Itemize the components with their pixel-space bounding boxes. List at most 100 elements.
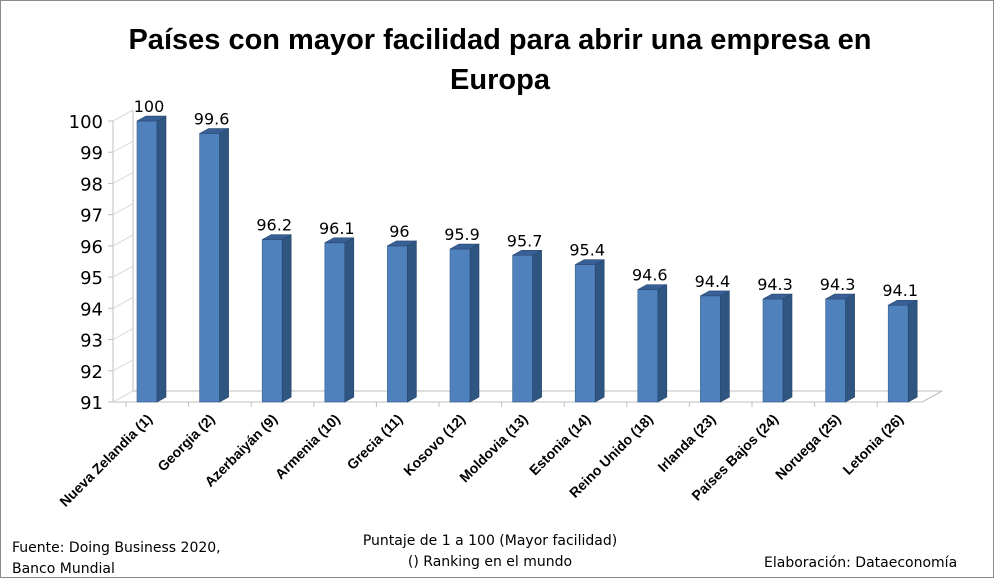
bar-front: [887, 304, 909, 403]
bar-top: [262, 234, 292, 240]
bar: [825, 293, 855, 403]
bar-side: [156, 115, 167, 403]
category-label: Grecia (11): [344, 411, 406, 473]
bar-top: [199, 128, 229, 134]
bar: [387, 240, 417, 403]
category-label: Armenia (10): [272, 411, 343, 482]
bar-front: [324, 242, 346, 403]
category-label: Letonia (26): [839, 411, 906, 478]
bar-top: [136, 115, 167, 122]
category-label: Nueva Zelandia (1): [56, 411, 155, 510]
y-tick-label: 91: [80, 393, 103, 414]
value-label: 94.1: [882, 281, 918, 300]
category-label: Irlanda (23): [654, 411, 718, 475]
bar-side: [845, 293, 855, 403]
y-tick-label: 93: [80, 331, 103, 352]
y-depth-tick: [112, 140, 134, 153]
y-depth-tick: [112, 296, 134, 309]
y-tick-label: 92: [80, 362, 103, 383]
bar: [261, 234, 292, 403]
bar-side: [344, 237, 355, 403]
bar-front: [199, 133, 220, 403]
floor-right-edge: [921, 390, 943, 403]
y-depth-tick: [112, 234, 134, 247]
bar-front: [261, 239, 283, 403]
bar: [324, 237, 355, 403]
value-label: 94.3: [757, 275, 793, 294]
bar-top: [575, 259, 605, 265]
bar-top: [449, 243, 480, 250]
category-label: Estonia (14): [526, 411, 593, 478]
value-label: 96: [389, 222, 409, 241]
y-tick-label: 95: [80, 268, 103, 289]
source-line-1: Fuente: Doing Business 2020,: [12, 540, 221, 556]
source-line-2: Banco Mundial: [12, 561, 115, 577]
bar-front: [449, 248, 471, 403]
y-depth-tick: [112, 328, 134, 340]
value-label: 94.6: [632, 266, 668, 285]
bar-front: [762, 298, 784, 403]
bar-side: [407, 240, 417, 403]
value-label: 100: [134, 97, 165, 116]
chart-title: Países con mayor facilidad para abrir un…: [128, 24, 872, 96]
bar-side: [720, 290, 730, 403]
bar-side: [782, 293, 793, 403]
x-axis-note: () Ranking en el mundo: [407, 554, 573, 570]
bar-front: [637, 289, 659, 403]
bar-front: [700, 295, 721, 403]
bar: [887, 299, 918, 403]
bar-top: [324, 237, 354, 244]
bar-side: [907, 299, 918, 403]
bar: [136, 115, 167, 403]
category-label: Noruega (25): [772, 411, 844, 483]
bar-side: [657, 284, 668, 403]
x-axis-caption: Puntaje de 1 a 100 (Mayor facilidad) () …: [290, 531, 690, 573]
bar-side: [594, 259, 605, 403]
y-depth-tick: [112, 109, 134, 122]
bar: [762, 293, 793, 403]
bar: [449, 243, 480, 403]
bar-side: [219, 128, 229, 403]
category-label: Georgia (2): [154, 411, 218, 475]
bar-front: [512, 254, 533, 403]
y-tick-label: 96: [80, 237, 103, 258]
y-tick-label: 94: [80, 299, 103, 320]
y-tick-label: 97: [80, 206, 103, 227]
y-tick-label: 98: [80, 174, 103, 195]
value-label: 99.6: [194, 109, 230, 128]
value-label: 95.9: [444, 225, 480, 244]
bar: [199, 128, 229, 403]
bar: [574, 259, 605, 403]
value-label: 95.4: [569, 241, 605, 260]
value-label: 96.1: [319, 219, 355, 238]
category-label: Kosovo (12): [400, 411, 468, 479]
bar: [637, 284, 668, 403]
source-note: Fuente: Doing Business 2020, Banco Mundi…: [12, 538, 221, 580]
y-depth-tick: [112, 172, 134, 184]
bar-top: [700, 290, 730, 297]
bar: [700, 290, 730, 403]
bar-top: [762, 293, 793, 300]
y-depth-tick: [112, 265, 134, 278]
y-tick-label: 100: [69, 112, 103, 133]
bar-side: [532, 249, 542, 403]
y-depth-tick: [112, 203, 134, 216]
value-label: 96.2: [256, 216, 292, 235]
x-axis-label: Puntaje de 1 a 100 (Mayor facilidad): [362, 533, 618, 549]
credit-note: Elaboración: Dataeconomía: [764, 555, 958, 571]
bar-top: [888, 299, 918, 306]
bar-front: [387, 245, 408, 403]
bar-top: [512, 250, 542, 256]
bar-top: [637, 284, 667, 290]
bar-top: [387, 240, 417, 247]
bar: [512, 249, 542, 403]
bar-side: [469, 243, 480, 403]
bar-front: [574, 264, 596, 403]
value-label: 94.4: [695, 272, 731, 291]
value-label: 94.3: [820, 275, 856, 294]
y-depth-tick: [112, 390, 134, 403]
bar-top: [825, 293, 855, 300]
y-tick-label: 99: [80, 143, 103, 164]
bars-group: [136, 115, 918, 403]
